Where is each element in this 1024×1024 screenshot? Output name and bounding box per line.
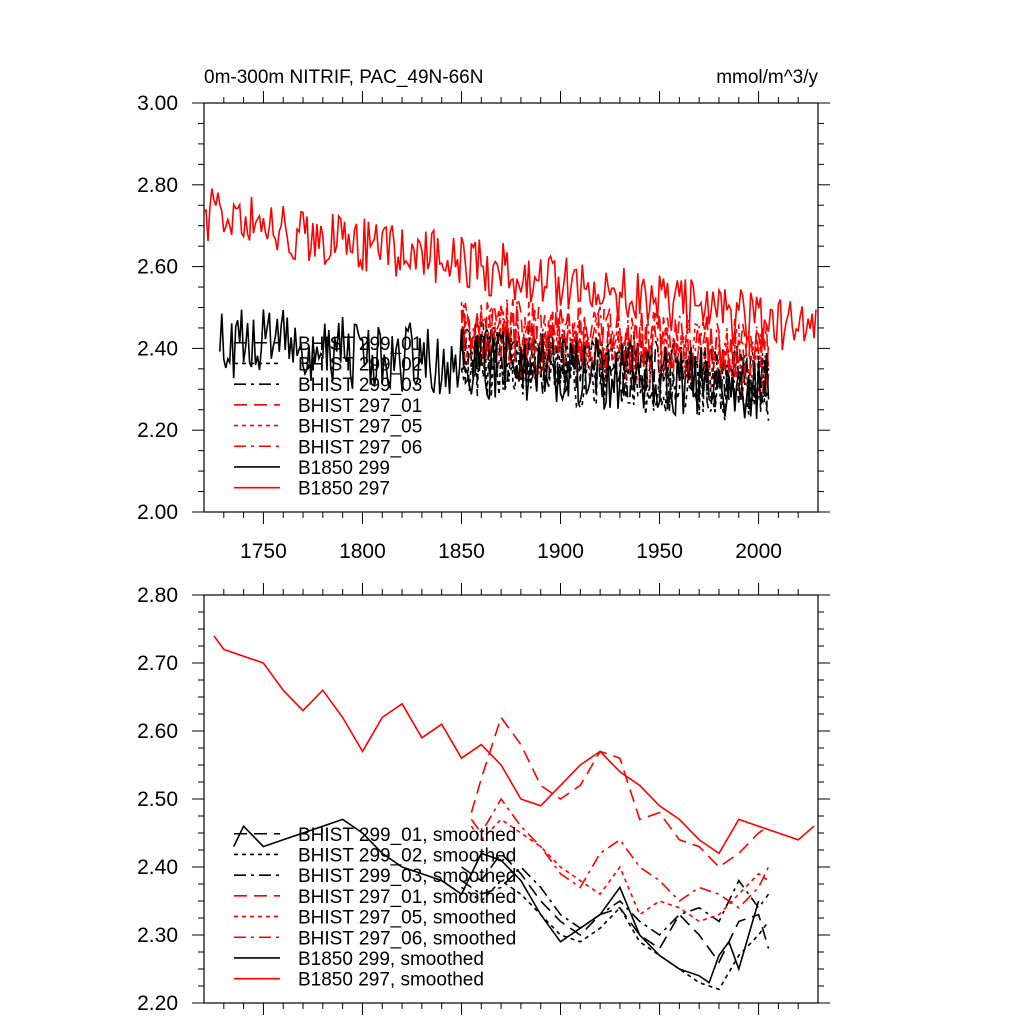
- x-tick-label: 1750: [240, 540, 287, 563]
- bottom-axis-ticks: 2.20 2.30 2.40 2.50 2.60 2.70 2.80: [137, 583, 830, 1015]
- y-tick-label: 2.20: [137, 419, 178, 442]
- legend-label: B1850 297, smoothed: [298, 970, 484, 991]
- series-line: [461, 852, 770, 964]
- legend-label: BHIST 299_03: [298, 375, 422, 396]
- bottom-series-group: [213, 635, 815, 991]
- legend-label: BHIST 297_01: [298, 396, 422, 417]
- series-line: [213, 635, 815, 855]
- series-line: [461, 879, 770, 991]
- y-tick-label: 2.40: [137, 337, 178, 360]
- legend-label: BHIST 299_02, smoothed: [298, 845, 516, 866]
- y-tick-label: 2.70: [137, 652, 178, 675]
- top-axis-ticks: 2.00 2.20 2.40 2.60 2.80 3.00 1750 1800 1850 1900…: [137, 91, 830, 563]
- series-line: [470, 797, 770, 909]
- x-tick-label: 2000: [735, 540, 782, 563]
- y-tick-label: 2.40: [137, 856, 178, 879]
- series-line: [470, 715, 769, 869]
- legend-label: BHIST 297_01, smoothed: [298, 887, 516, 908]
- legend-label: B1850 297: [298, 479, 390, 500]
- top-chart-title: 0m-300m NITRIF, PAC_49N-66N: [204, 67, 483, 88]
- series-line: [460, 298, 770, 386]
- x-tick-label: 1900: [537, 540, 584, 563]
- series-line: [470, 818, 769, 923]
- y-tick-label: 2.30: [137, 924, 178, 947]
- legend-label: BHIST 297_05, smoothed: [298, 908, 516, 929]
- series-line: [203, 188, 817, 351]
- legend-label: BHIST 297_05: [298, 417, 422, 438]
- top-series-group: [203, 188, 817, 421]
- y-tick-label: 2.80: [137, 174, 178, 197]
- legend-label: BHIST 299_02: [298, 354, 422, 375]
- y-tick-label: 2.00: [137, 501, 178, 524]
- y-tick-label: 2.60: [137, 256, 178, 279]
- x-tick-label: 1800: [339, 540, 386, 563]
- legend-label: BHIST 297_06, smoothed: [298, 928, 516, 949]
- legend-label: BHIST 299_01: [298, 334, 422, 355]
- x-tick-label: 1850: [438, 540, 485, 563]
- top-panel: 0m-300m NITRIF, PAC_49N-66N mmol/m^3/y 2…: [137, 67, 830, 563]
- legend-label: BHIST 299_03, smoothed: [298, 866, 516, 887]
- legend-label: BHIST 299_01, smoothed: [298, 825, 516, 846]
- legend-label: B1850 299: [298, 458, 390, 479]
- y-tick-label: 2.80: [137, 584, 178, 607]
- legend-label: BHIST 297_06: [298, 437, 422, 458]
- y-tick-label: 2.60: [137, 720, 178, 743]
- y-tick-label: 3.00: [137, 92, 178, 115]
- bottom-panel: 2.20 2.30 2.40 2.50 2.60 2.70 2.80 BHIST 299_0…: [137, 583, 830, 1015]
- y-tick-label: 2.20: [137, 992, 178, 1015]
- series-line: [219, 309, 770, 419]
- series-line: [461, 865, 770, 937]
- legend-label: B1850 299, smoothed: [298, 949, 484, 970]
- y-tick-label: 2.50: [137, 788, 178, 811]
- top-chart-units: mmol/m^3/y: [716, 67, 818, 88]
- x-tick-label: 1950: [636, 540, 683, 563]
- series-line: [232, 818, 760, 984]
- series-line: [460, 299, 770, 378]
